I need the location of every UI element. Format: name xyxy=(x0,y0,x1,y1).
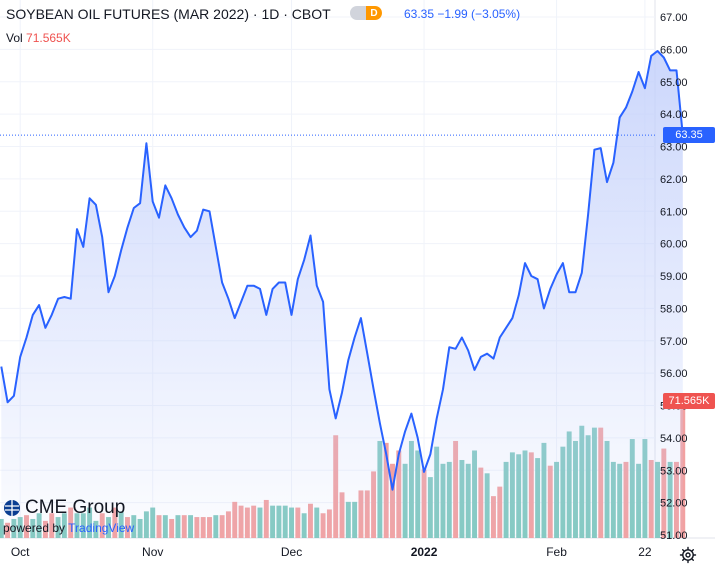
x-tick-label: Nov xyxy=(142,545,163,559)
y-tick-label: 59.00 xyxy=(660,271,688,283)
x-axis[interactable]: Oct Nov Dec 2022 Feb 22 xyxy=(11,545,652,559)
cme-logo[interactable]: CME Group powered by TradingView xyxy=(3,497,134,535)
y-tick-label: 65.00 xyxy=(660,77,688,89)
price-line-path xyxy=(0,50,684,491)
price-line xyxy=(0,50,684,491)
y-tick-label: 57.00 xyxy=(660,336,688,348)
x-tick-label: 22 xyxy=(638,545,652,559)
tradingview-link[interactable]: TradingView xyxy=(68,521,135,535)
symbol-title[interactable]: SOYBEAN OIL FUTURES (MAR 2022) xyxy=(6,6,249,22)
price-area xyxy=(1,51,683,538)
brand-name: CME Group xyxy=(25,497,126,518)
x-tick-label: 2022 xyxy=(411,545,438,559)
volume-value: 71.565K xyxy=(26,31,71,45)
last-price-tag: 63.35 xyxy=(663,127,715,144)
status-dot-icon xyxy=(350,6,366,20)
y-tick-label: 66.00 xyxy=(660,44,688,56)
price-area-fill xyxy=(1,51,683,538)
chart-header: SOYBEAN OIL FUTURES (MAR 2022) · 1D · CB… xyxy=(6,6,331,22)
x-tick-label: Oct xyxy=(11,545,30,559)
y-tick-label: 58.00 xyxy=(660,303,688,315)
powered-by-text: powered by xyxy=(3,521,66,535)
y-tick-label: 67.00 xyxy=(660,12,688,24)
cme-globe-icon xyxy=(4,500,20,516)
last-quote: 63.35 −1.99 (−3.05%) xyxy=(404,7,521,21)
volume-legend[interactable]: Vol 71.565K xyxy=(6,31,71,45)
market-status-badge[interactable]: D xyxy=(350,6,382,20)
y-tick-label: 54.00 xyxy=(660,433,688,445)
interval-label[interactable]: 1D xyxy=(261,6,280,22)
gear-icon[interactable] xyxy=(679,546,697,564)
y-tick-label: 63.00 xyxy=(660,142,688,154)
y-tick-label: 62.00 xyxy=(660,174,688,186)
delayed-badge: D xyxy=(366,6,382,20)
x-tick-label: Dec xyxy=(281,545,302,559)
volume-label: Vol xyxy=(6,31,23,45)
last-volume-tag: 71.565K xyxy=(663,393,715,409)
exchange-label: CBOT xyxy=(291,6,331,22)
y-tick-label: 56.00 xyxy=(660,368,688,380)
y-tick-label: 51.00 xyxy=(660,530,688,542)
y-tick-label: 61.00 xyxy=(660,206,688,218)
y-tick-label: 60.00 xyxy=(660,239,688,251)
y-tick-label: 52.00 xyxy=(660,498,688,510)
y-tick-label: 64.00 xyxy=(660,109,688,121)
y-tick-label: 53.00 xyxy=(660,465,688,477)
x-tick-label: Feb xyxy=(546,545,567,559)
